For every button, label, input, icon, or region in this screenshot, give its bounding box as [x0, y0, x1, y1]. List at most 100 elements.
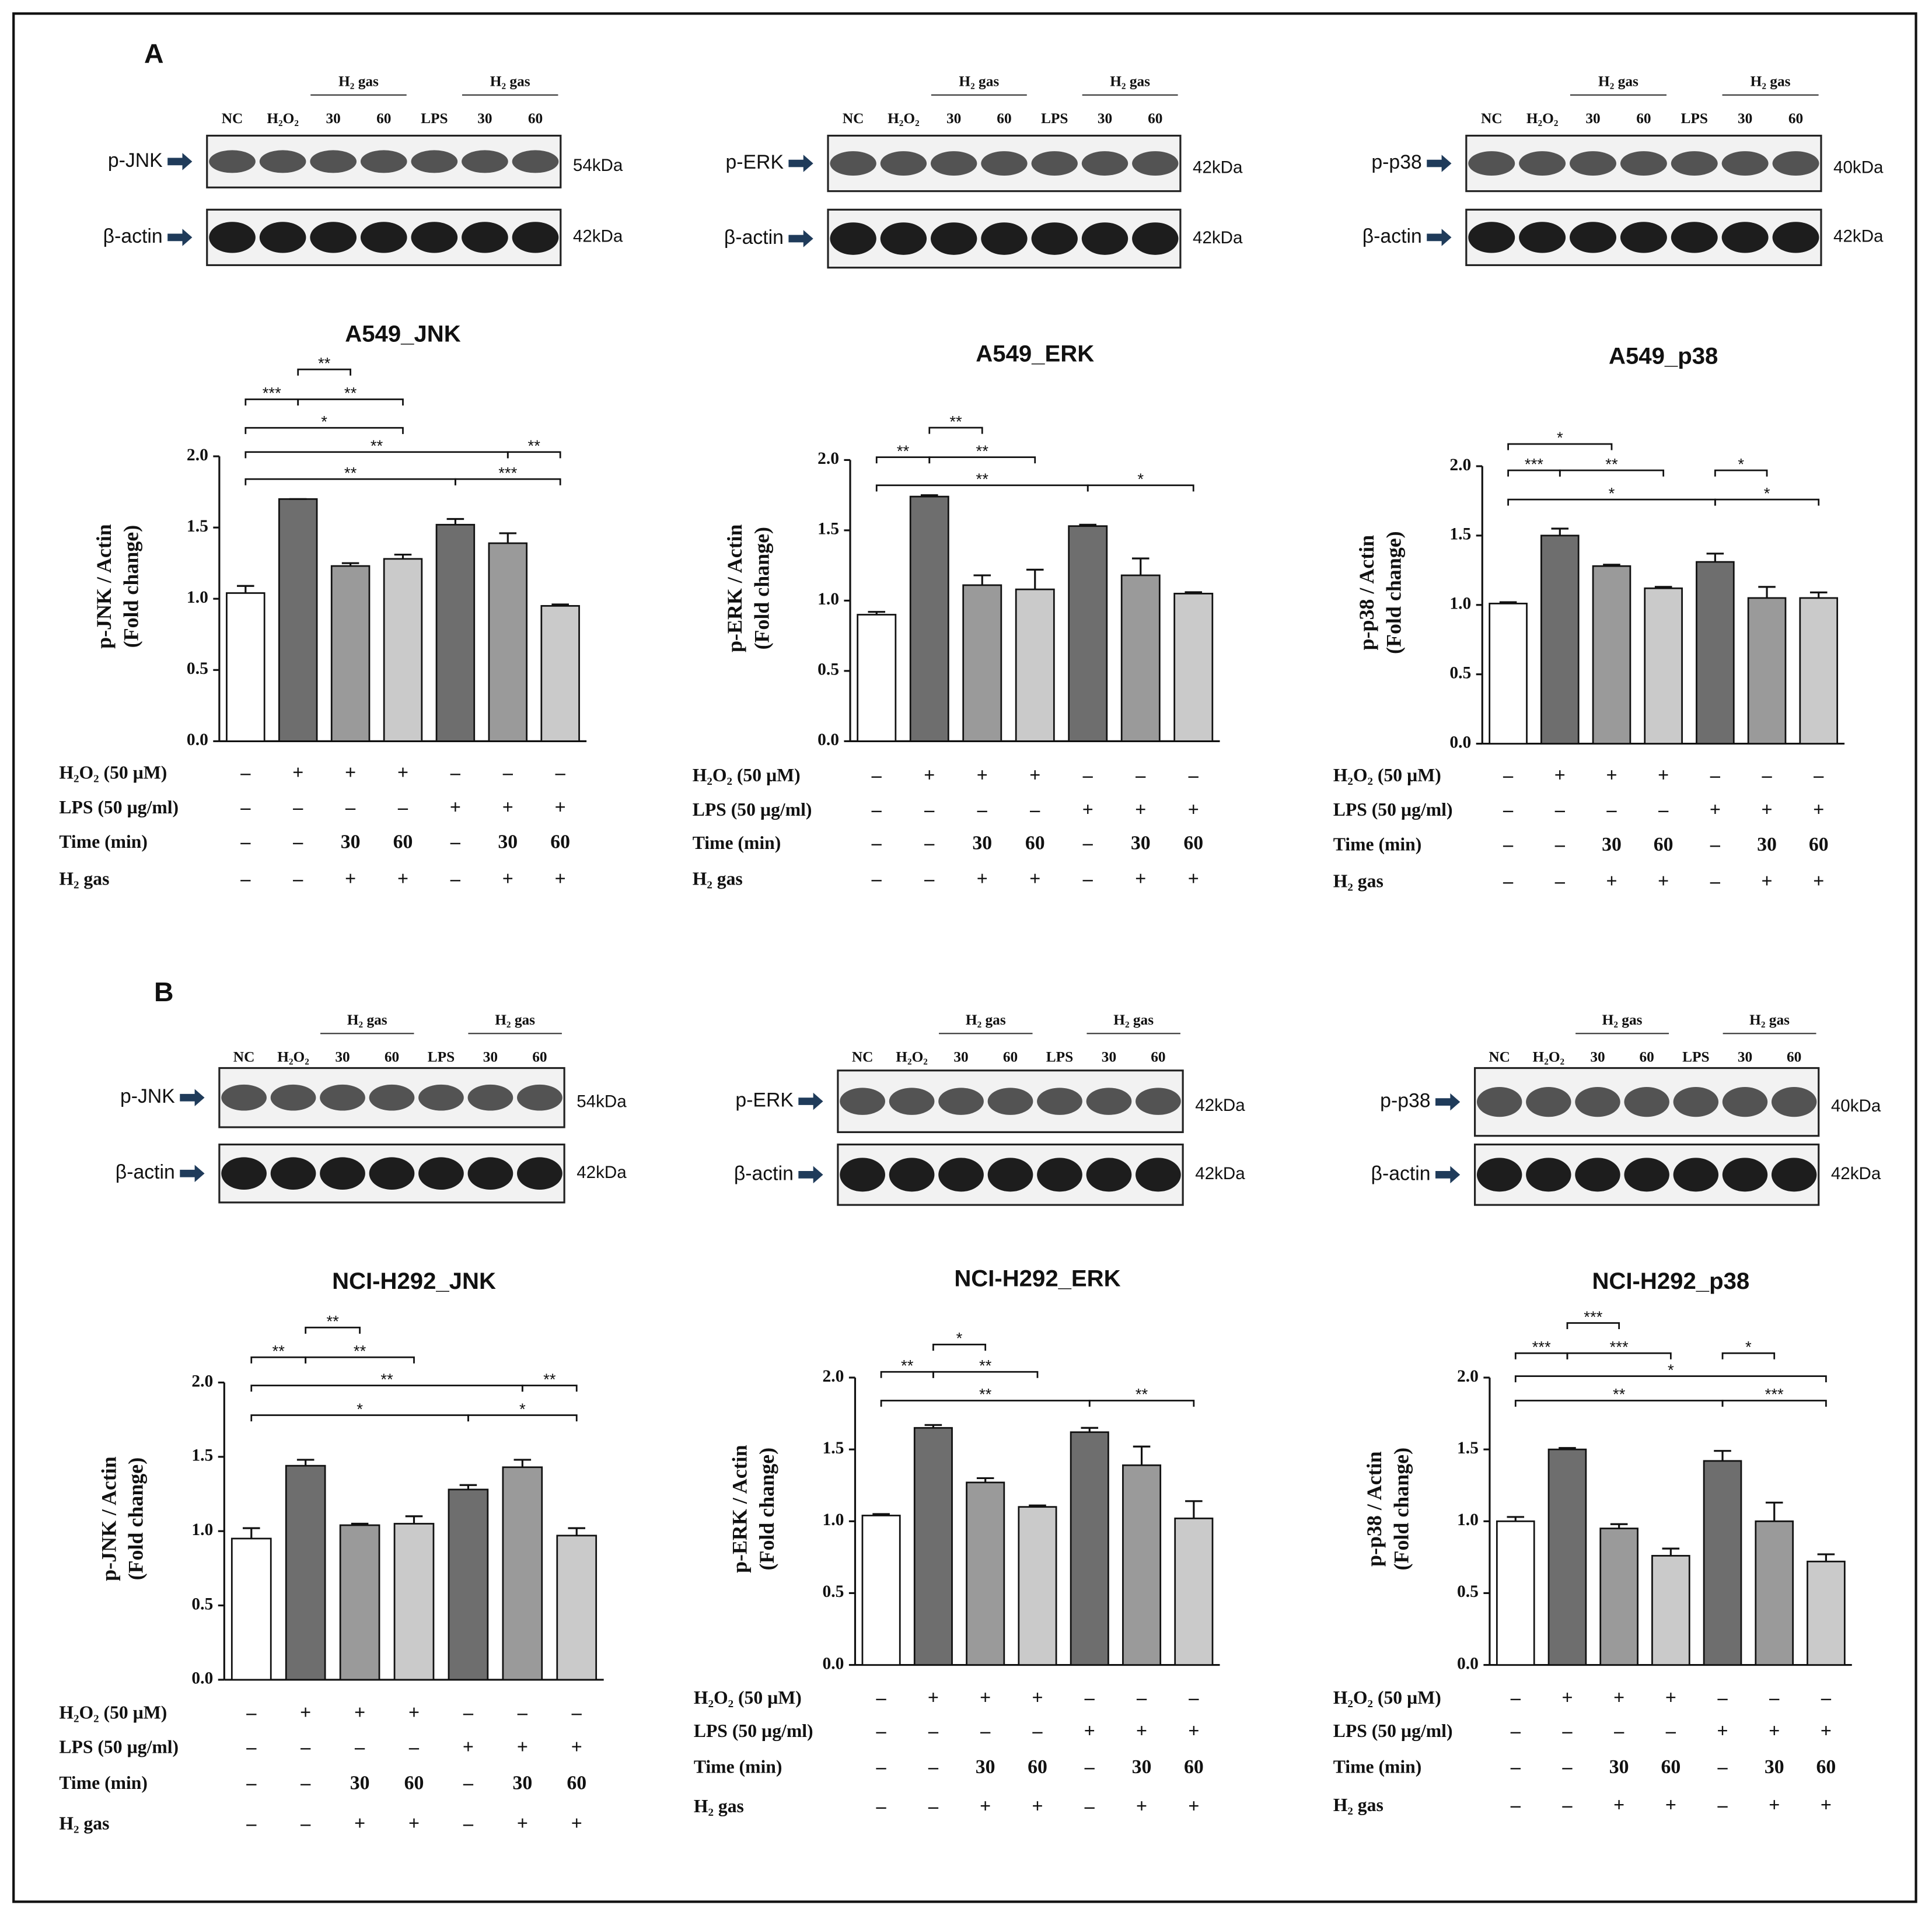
error-bar	[1758, 586, 1776, 598]
bar	[913, 1427, 953, 1666]
significance-bracket	[506, 451, 561, 459]
error-bar	[1610, 1523, 1628, 1529]
error-bar	[973, 574, 991, 585]
lane-label: 30	[335, 1048, 350, 1065]
y-tick-label: 1.5	[823, 1439, 844, 1457]
blot-size: 54kDa	[573, 156, 623, 175]
blot-band	[1671, 222, 1718, 253]
blot-band	[1526, 1158, 1571, 1192]
significance-bracket	[521, 1385, 578, 1392]
group-label: H₂ gas	[1598, 73, 1638, 89]
y-axis-label: (Fold change)	[1382, 531, 1406, 654]
significance-label: **	[344, 384, 357, 402]
y-tick-label: 1.0	[823, 1511, 844, 1529]
bar	[1547, 1448, 1587, 1666]
error-bar	[1603, 564, 1620, 567]
condition-value: +	[571, 1813, 582, 1834]
condition-value: +	[1135, 868, 1146, 890]
group-label: H₂ gas	[1113, 1012, 1154, 1028]
error-bar	[1809, 591, 1828, 598]
condition-value: –	[1554, 799, 1566, 821]
blot-band	[987, 1158, 1033, 1192]
condition-value: +	[1188, 799, 1199, 821]
error-bar	[459, 1484, 477, 1490]
significance-label: **	[272, 1342, 285, 1360]
blot-band	[1037, 1158, 1082, 1192]
condition-value: 30	[1131, 833, 1151, 854]
condition-value: –	[1717, 1756, 1728, 1778]
blot-band	[1132, 222, 1179, 255]
lane-label: LPS	[428, 1048, 455, 1065]
group-label: H₂ gas	[495, 1012, 535, 1028]
condition-value: 30	[1765, 1756, 1784, 1778]
blot-row-label: p-p38	[1380, 1090, 1430, 1112]
significance-label: **	[1136, 1385, 1148, 1403]
y-tick-label: 2.0	[823, 1367, 844, 1386]
blot-band	[418, 1084, 464, 1111]
condition-value: +	[1606, 764, 1617, 786]
condition-value: –	[1029, 799, 1040, 821]
bar	[857, 614, 897, 742]
blot-band	[840, 1158, 885, 1192]
significance-label: **	[354, 1342, 366, 1360]
blot-band	[880, 222, 927, 255]
condition-value: –	[292, 831, 303, 853]
condition-value: –	[1084, 1756, 1095, 1778]
lane-label: NC	[233, 1048, 255, 1065]
condition-value: +	[980, 1796, 991, 1817]
arrow	[1435, 1166, 1461, 1184]
group-label: H₂ gas	[1602, 1012, 1643, 1028]
condition-value: +	[502, 868, 513, 890]
condition-name: H₂O₂ (50 µM)	[1333, 765, 1441, 785]
blot-band	[517, 1157, 563, 1190]
condition-value: –	[246, 1813, 257, 1834]
significance-bracket	[455, 478, 561, 485]
blot-band	[830, 151, 876, 176]
blot-band	[1575, 1087, 1620, 1117]
significance-label: **	[1613, 1385, 1626, 1403]
blot-size: 42kDa	[1833, 227, 1884, 246]
error-bar	[1765, 1501, 1783, 1522]
error-bar	[341, 562, 359, 567]
blot-band	[1624, 1158, 1669, 1192]
blot-band	[987, 1088, 1033, 1115]
condition-value: –	[450, 831, 461, 853]
error-bar	[405, 1515, 423, 1524]
condition-value: +	[408, 1813, 420, 1834]
blot-band	[1132, 151, 1179, 176]
lane-label: 60	[1636, 110, 1651, 127]
condition-name: LPS (50 µg/ml)	[1333, 1721, 1453, 1741]
significance-label: ***	[498, 464, 517, 482]
error-bar	[568, 1527, 586, 1536]
blot-size: 42kDa	[1195, 1096, 1245, 1115]
lane-label: 60	[1003, 1048, 1018, 1065]
error-bar	[1507, 1516, 1525, 1522]
condition-value: +	[1029, 868, 1040, 890]
condition-value: –	[876, 1796, 887, 1817]
significance-bracket	[1559, 469, 1665, 477]
condition-value: 60	[1661, 1756, 1681, 1778]
condition-value: +	[397, 762, 408, 784]
condition-value: –	[1710, 764, 1721, 786]
condition-value: –	[1710, 834, 1721, 855]
lane-label: 60	[997, 110, 1011, 127]
significance-label: **	[528, 437, 541, 455]
condition-value: +	[300, 1702, 311, 1724]
lane-label: NC	[1489, 1048, 1510, 1065]
bar	[962, 584, 1002, 742]
bar	[502, 1466, 543, 1681]
condition-value: –	[928, 1756, 939, 1778]
blot-band	[840, 1088, 885, 1115]
blot-size: 40kDa	[1833, 158, 1884, 177]
y-tick-label: 2.0	[191, 1372, 213, 1390]
significance-bracket	[1566, 1352, 1672, 1359]
condition-value: +	[517, 1736, 528, 1758]
error-bar	[1185, 591, 1203, 594]
significance-label: *	[1137, 470, 1144, 488]
y-axis-label: p-p38 / Actin	[1362, 1451, 1386, 1567]
significance-label: **	[344, 464, 357, 482]
condition-value: –	[450, 868, 461, 890]
y-tick-label: 1.5	[187, 517, 208, 536]
blot-band	[1476, 1087, 1522, 1117]
bar	[1644, 587, 1683, 744]
